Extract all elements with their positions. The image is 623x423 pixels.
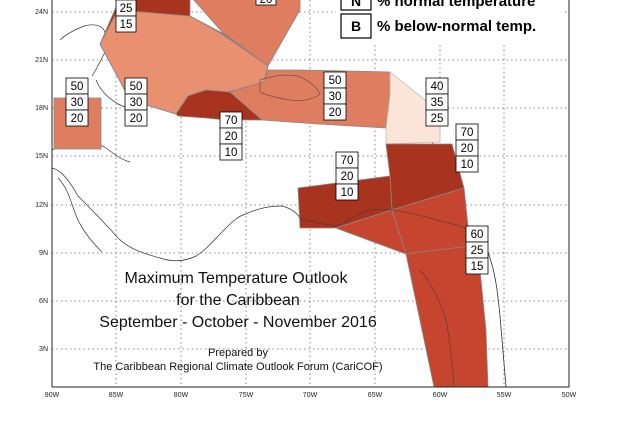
- legend-key-n: N: [351, 0, 361, 9]
- prob-value: 20: [329, 107, 342, 119]
- lon-tick: 80W: [174, 392, 189, 399]
- prob-value: 15: [120, 19, 133, 31]
- prob-value: 25: [471, 245, 484, 257]
- prob-value: 10: [461, 159, 474, 171]
- lat-tick: 9N: [39, 250, 48, 257]
- prob-value: 25: [120, 3, 133, 15]
- legend-text-below: % below-normal temp.: [377, 18, 536, 35]
- label-north-top: 20: [255, 0, 277, 6]
- lat-axis: 24N 21N 18N 15N 12N 9N 6N 3N: [35, 9, 48, 353]
- credit-line-2: The Caribbean Regional Climate Outlook F…: [93, 361, 382, 373]
- lat-tick: 3N: [39, 346, 48, 353]
- prob-value: 20: [260, 0, 273, 6]
- prob-value: 70: [225, 115, 238, 127]
- lon-tick: 65W: [368, 392, 383, 399]
- credit-line-1: Prepared by: [208, 347, 268, 359]
- prob-value: 15: [471, 261, 484, 273]
- prob-value: 70: [341, 155, 354, 167]
- prob-value: 30: [71, 97, 84, 109]
- prob-value: 20: [341, 171, 354, 183]
- prob-value: 20: [225, 131, 238, 143]
- prob-value: 35: [431, 97, 444, 109]
- prob-value: 30: [130, 97, 143, 109]
- label-jamaica: 70 20 10: [219, 111, 243, 161]
- lon-tick: 85W: [109, 392, 124, 399]
- label-guianas: 60 25 15: [465, 225, 489, 275]
- label-bahamas: 25 15: [115, 0, 137, 33]
- lon-tick: 75W: [239, 392, 254, 399]
- prob-value: 25: [431, 113, 444, 125]
- title-line-2: for the Caribbean: [176, 292, 300, 309]
- lat-tick: 6N: [39, 298, 48, 305]
- prob-value: 20: [461, 143, 474, 155]
- lat-tick: 15N: [35, 153, 48, 160]
- lon-axis: 90W 85W 80W 75W 70W 65W 60W 55W 50W: [45, 392, 577, 399]
- prob-value: 50: [71, 81, 84, 93]
- lat-tick: 21N: [35, 57, 48, 64]
- prob-labels: 20 25 15 50 30 20 50 30 20: [65, 0, 489, 275]
- lon-tick: 70W: [303, 392, 318, 399]
- legend-background: [336, 0, 565, 44]
- lat-tick: 12N: [35, 202, 48, 209]
- lon-tick: 55W: [497, 392, 512, 399]
- lon-tick: 90W: [45, 392, 60, 399]
- label-abc: 70 20 10: [335, 151, 359, 201]
- label-hispaniola: 50 30 20: [323, 71, 347, 121]
- prob-value: 20: [130, 113, 143, 125]
- legend-key-box: [340, 13, 372, 39]
- legend-key-b: B: [351, 18, 361, 34]
- credit: Prepared by The Caribbean Regional Clima…: [93, 347, 382, 373]
- prob-value: 50: [329, 75, 342, 87]
- title-line-1: Maximum Temperature Outlook: [125, 270, 349, 287]
- lat-tick: 24N: [35, 9, 48, 16]
- label-cayman: 50 30 20: [124, 77, 148, 127]
- legend-text-normal: % normal temperature: [377, 0, 535, 10]
- prob-value: 10: [225, 147, 238, 159]
- lon-tick: 50W: [562, 392, 577, 399]
- lat-tick: 18N: [35, 105, 48, 112]
- lon-tick: 60W: [433, 392, 448, 399]
- label-leeward: 40 35 25: [425, 77, 449, 127]
- prob-value: 60: [471, 229, 484, 241]
- label-windward: 70 20 10: [455, 123, 479, 173]
- prob-value: 40: [431, 81, 444, 93]
- prob-value: 30: [329, 91, 342, 103]
- prob-value: 50: [130, 81, 143, 93]
- region-guianas-upper: [334, 187, 471, 255]
- region-north-top: [193, 0, 301, 67]
- label-belize: 50 30 20: [65, 77, 89, 127]
- map-title: Maximum Temperature Outlook for the Cari…: [99, 270, 377, 331]
- legend: N % normal temperature B % below-normal …: [336, 0, 565, 44]
- prob-value: 20: [71, 113, 84, 125]
- title-line-3: September - October - November 2016: [99, 314, 377, 331]
- prob-value: 70: [461, 127, 474, 139]
- coast-overlay: [259, 74, 507, 388]
- legend-key-box: [340, 0, 372, 11]
- prob-value: 10: [341, 187, 354, 199]
